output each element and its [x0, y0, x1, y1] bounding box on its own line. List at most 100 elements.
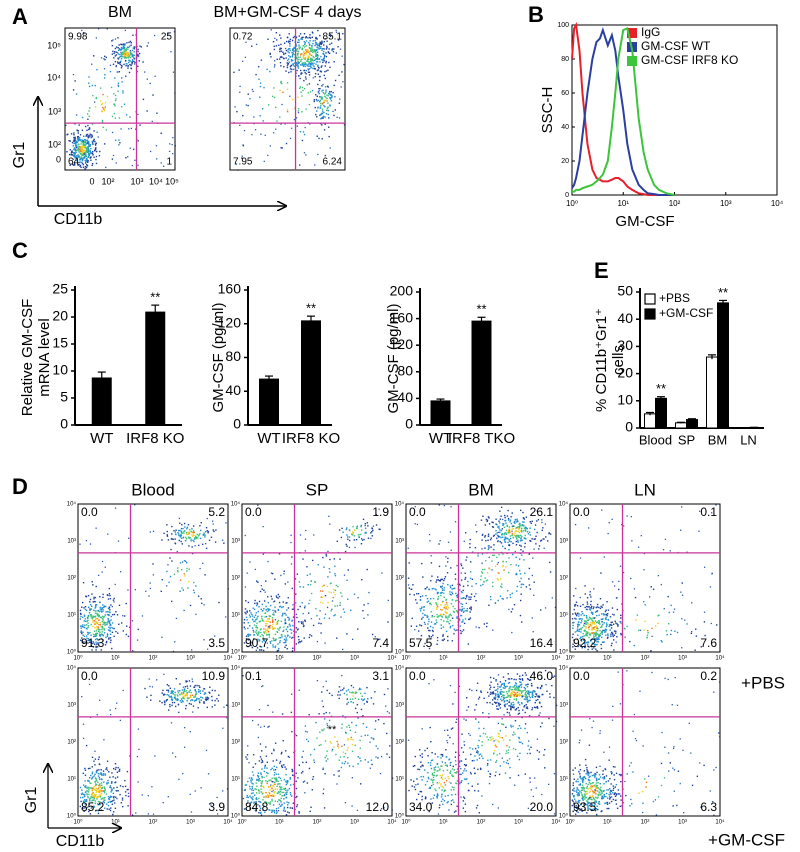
density-dot	[587, 527, 590, 529]
density-dot	[178, 533, 180, 535]
density-dot	[107, 598, 110, 600]
density-dot	[82, 800, 85, 802]
density-dot	[276, 766, 278, 769]
density-dot	[174, 756, 177, 758]
density-dot	[288, 623, 291, 625]
density-dot	[308, 41, 310, 44]
density-dot	[263, 770, 266, 773]
density-dot	[602, 604, 604, 606]
density-dot	[266, 767, 268, 769]
density-dot	[259, 82, 262, 84]
density-dot	[260, 649, 263, 651]
density-dot	[317, 153, 319, 156]
density-dot	[691, 602, 693, 604]
density-dot	[77, 130, 80, 132]
density-plot	[233, 29, 346, 171]
density-dot	[601, 626, 603, 628]
density-dot	[132, 148, 135, 151]
density-dot	[516, 521, 518, 523]
density-dot	[84, 141, 87, 143]
density-dot	[450, 567, 452, 569]
density-dot	[272, 621, 274, 624]
density-dot	[469, 598, 472, 601]
density-dot	[81, 159, 84, 162]
density-dot	[149, 582, 151, 584]
density-dot	[577, 626, 579, 628]
density-dot	[188, 545, 190, 547]
density-dot	[440, 608, 442, 611]
density-dot	[287, 780, 289, 783]
density-dot	[260, 791, 262, 793]
density-dot	[600, 631, 603, 633]
density-dot	[298, 44, 300, 46]
density-dot	[303, 52, 306, 55]
density-dot	[321, 113, 323, 115]
density-dot	[295, 62, 298, 64]
density-dot	[322, 58, 324, 60]
density-dot	[308, 56, 310, 58]
density-dot	[319, 610, 321, 612]
density-dot	[367, 614, 369, 616]
density-dot	[94, 150, 96, 152]
density-dot	[327, 95, 330, 97]
density-dot	[174, 538, 176, 540]
density-dot	[601, 625, 603, 627]
density-dot	[436, 591, 439, 594]
density-dot	[254, 129, 257, 131]
density-dot	[261, 761, 264, 763]
density-dot	[200, 529, 202, 532]
density-dot	[480, 575, 482, 577]
density-dot	[279, 116, 281, 118]
density-dot	[443, 596, 445, 598]
density-dot	[95, 771, 98, 773]
density-dot	[329, 571, 331, 573]
density-dot	[94, 84, 96, 87]
density-dot	[84, 624, 86, 626]
density-dot	[280, 82, 283, 85]
density-dot	[514, 522, 516, 524]
density-dot	[101, 631, 103, 633]
density-dot	[266, 618, 269, 620]
density-dot	[91, 163, 94, 165]
density-dot	[325, 62, 327, 64]
density-dot	[586, 601, 589, 603]
density-dot	[347, 569, 349, 571]
density-dot	[324, 116, 326, 118]
density-dot	[89, 156, 92, 159]
density-dot	[586, 617, 588, 619]
density-dot	[71, 150, 73, 152]
density-dot	[483, 623, 486, 625]
density-dot	[254, 620, 256, 623]
density-dot	[95, 585, 97, 588]
x-tick-label: 10³	[350, 656, 359, 662]
density-dot	[195, 536, 197, 539]
density-dot	[206, 530, 209, 532]
density-dot	[297, 67, 300, 69]
density-dot	[312, 40, 314, 42]
density-dot	[330, 42, 333, 44]
density-dot	[110, 86, 113, 89]
density-dot	[541, 529, 544, 532]
density-dot	[280, 574, 282, 577]
density-dot	[286, 65, 289, 67]
density-dot	[270, 604, 272, 607]
density-dot	[456, 564, 458, 567]
density-dot	[587, 648, 589, 651]
density-dot	[601, 641, 604, 643]
density-dot	[171, 560, 173, 562]
density-dot	[449, 613, 452, 615]
density-dot	[91, 642, 94, 645]
x-tick-label: WT	[429, 430, 452, 447]
density-dot	[307, 71, 310, 73]
density-dot	[105, 803, 108, 805]
density-dot	[176, 699, 179, 702]
density-dot	[289, 778, 291, 780]
density-dot	[290, 632, 293, 634]
density-dot	[520, 593, 522, 595]
density-dot	[334, 614, 336, 616]
density-dot	[275, 128, 277, 130]
density-dot	[259, 805, 261, 808]
density-dot	[455, 610, 458, 612]
density-dot	[80, 148, 82, 150]
